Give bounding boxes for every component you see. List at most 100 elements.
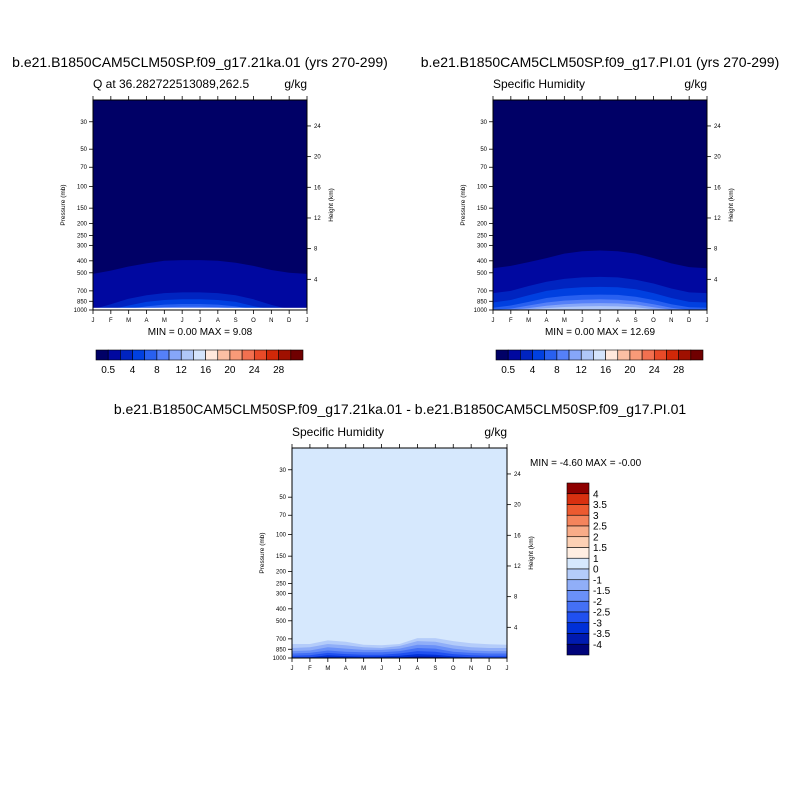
y-tick-label: 850 [276, 647, 287, 653]
surface-band [93, 307, 307, 310]
y-right-tick-label: 20 [714, 155, 721, 161]
panel-3-variable-label: Specific Humidity [292, 425, 384, 439]
colorbar-label: 16 [200, 365, 212, 376]
x-tick-label: N [669, 318, 673, 324]
y-tick-label: 1000 [273, 656, 287, 662]
y-tick-label: 50 [480, 147, 487, 153]
x-tick-label: A [344, 666, 348, 672]
x-tick-label: A [144, 318, 148, 324]
y-tick-label: 70 [80, 165, 87, 171]
colorbar-cell [617, 349, 631, 361]
colorbar-cell [641, 349, 655, 361]
colorbar-cell [495, 349, 509, 361]
colorbar-label: 0 [593, 565, 599, 576]
colorbar-cell [566, 504, 590, 516]
x-tick-label: M [562, 318, 567, 324]
y-right-tick-label: 24 [714, 124, 721, 130]
colorbar-cell [690, 349, 704, 361]
y-tick-label: 250 [276, 582, 287, 588]
y-tick-label: 1000 [474, 308, 488, 314]
y-tick-label: 400 [77, 259, 88, 265]
colorbar-label: 1 [593, 554, 599, 565]
colorbar-cell [217, 349, 231, 361]
colorbar-label: -2.5 [593, 608, 611, 619]
y-right-axis-label: Height (km) [328, 188, 335, 222]
colorbar-label: 28 [273, 365, 285, 376]
y-axis-label: Pressure (mb) [460, 184, 467, 225]
y-tick-label: 500 [77, 271, 88, 277]
colorbar-cell [568, 349, 582, 361]
panel-1: b.e21.B1850CAM5CLM50SP.f09_g17.21ka.01 (… [12, 54, 388, 376]
colorbar-label: -1.5 [593, 586, 611, 597]
colorbar-cell [290, 349, 304, 361]
panel-1-variable-label: Q at 36.282722513089,262.5 [93, 77, 249, 91]
y-tick-label: 250 [477, 234, 488, 240]
colorbar-cell [566, 622, 590, 634]
y-tick-label: 50 [80, 147, 87, 153]
colorbar-cell [229, 349, 243, 361]
y-tick-label: 250 [77, 234, 88, 240]
colorbar-cell [156, 349, 170, 361]
x-tick-label: J [181, 318, 184, 324]
x-tick-label: S [433, 666, 437, 672]
x-tick-label: M [126, 318, 131, 324]
colorbar-label: 12 [576, 365, 588, 376]
colorbar-label: 0.5 [501, 365, 515, 376]
colorbar-label: 3.5 [593, 500, 607, 511]
y-right-tick-label: 4 [314, 277, 318, 283]
x-tick-label: D [687, 318, 692, 324]
colorbar-cell [566, 568, 590, 581]
y-tick-label: 300 [77, 243, 88, 249]
panel-1-plot-area: J F M A M J J A S O N D J 30 50 70 100 150 200 250 300 400 500… [60, 96, 335, 324]
colorbar-label: 2.5 [593, 522, 607, 533]
y-tick-label: 70 [480, 165, 487, 171]
y-tick-label: 150 [276, 554, 287, 560]
y-tick-label: 30 [80, 120, 87, 126]
panel-3: b.e21.B1850CAM5CLM50SP.f09_g17.21ka.01 -… [114, 401, 687, 672]
colorbar-cell [566, 482, 590, 495]
x-tick-label: J [599, 318, 602, 324]
y-right-tick-label: 20 [314, 155, 321, 161]
colorbar-cell [95, 349, 109, 361]
y-right-tick-label: 24 [314, 124, 321, 130]
y-tick-label: 400 [276, 607, 287, 613]
colorbar-cell [278, 349, 292, 361]
panel-1-colorbar: 0.5 4 8 12 16 20 24 28 [95, 349, 304, 376]
panel-2-variable-label: Specific Humidity [493, 77, 585, 91]
x-tick-label: N [269, 318, 273, 324]
x-tick-label: N [469, 666, 473, 672]
x-tick-label: J [706, 318, 709, 324]
colorbar-label: 2 [593, 532, 599, 543]
y-tick-label: 30 [279, 468, 286, 474]
colorbar-cell [566, 493, 590, 505]
panel-2: b.e21.B1850CAM5CLM50SP.f09_g17.PI.01 (yr… [421, 54, 780, 376]
colorbar-label: 12 [176, 365, 188, 376]
x-tick-label: S [234, 318, 238, 324]
colorbar-label: 24 [249, 365, 261, 376]
colorbar-cell [580, 349, 594, 361]
y-right-tick-label: 8 [314, 247, 318, 253]
colorbar-cell [253, 349, 267, 361]
colorbar-cell [144, 349, 158, 361]
y-right-tick-label: 16 [714, 185, 721, 191]
colorbar-cell [205, 349, 219, 361]
x-tick-label: A [216, 318, 220, 324]
y-right-tick-label: 4 [514, 625, 518, 631]
y-tick-label: 100 [77, 184, 88, 190]
colorbar-cell [193, 349, 206, 361]
y-right-tick-label: 12 [514, 564, 521, 570]
y-tick-label: 100 [477, 184, 488, 190]
x-tick-label: J [306, 318, 309, 324]
colorbar-cell [653, 349, 667, 361]
y-right-tick-label: 8 [714, 247, 718, 253]
colorbar-cell [593, 349, 606, 361]
y-tick-label: 50 [279, 495, 286, 501]
colorbar-cell [266, 349, 279, 361]
y-tick-label: 100 [276, 532, 287, 538]
colorbar-cell [107, 349, 121, 361]
y-right-axis-label: Height (km) [728, 188, 735, 222]
x-tick-label: O [451, 666, 456, 672]
x-tick-label: F [109, 318, 113, 324]
y-tick-label: 700 [77, 289, 88, 295]
